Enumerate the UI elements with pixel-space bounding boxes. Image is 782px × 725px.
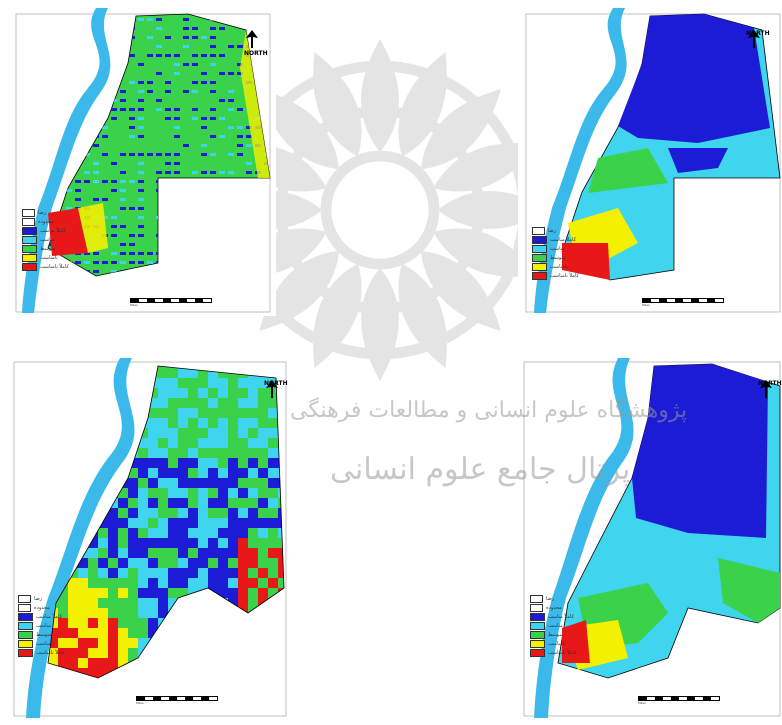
- watermark-petal: [361, 267, 399, 381]
- legend-item-label: متوسط: [36, 631, 52, 638]
- watermark-petal: [313, 52, 362, 157]
- map-legend: رضا محدوده کاملاً مناسب مناسب متوسط نامن…: [18, 594, 65, 657]
- legend-box-icon: [532, 226, 545, 235]
- legend-item-label: مناسب: [40, 236, 55, 243]
- watermark-petal: [433, 143, 538, 192]
- watermark-petal: [361, 39, 399, 153]
- watermark-petal: [259, 89, 340, 170]
- legend-swatch: [18, 648, 33, 657]
- legend-item-label: نامناسب: [550, 263, 568, 270]
- scale-unit: Miles: [130, 303, 138, 307]
- legend-item-label: متوسط: [40, 245, 56, 252]
- river: [22, 8, 111, 313]
- watermark-petal: [398, 263, 447, 368]
- watermark-petal: [420, 250, 501, 331]
- legend-swatch: [532, 253, 547, 262]
- legend-item-label: مناسب: [548, 622, 563, 629]
- legend-swatch: [530, 639, 545, 648]
- watermark-petal: [433, 228, 538, 277]
- north-arrow: NORTH: [758, 380, 782, 398]
- legend-item-label: کاملاً مناسب: [550, 236, 576, 243]
- legend-title: محدوده: [38, 218, 54, 225]
- legend-box-icon: [22, 217, 35, 226]
- map-legend: رضا محدوده کاملاً مناسب مناسب متوسط نامن…: [530, 594, 577, 657]
- legend-item-label: نامناسب: [40, 254, 58, 261]
- map-panel-bottom-right: NORTH رضا محدوده کاملاً مناسب مناسب متوس…: [518, 358, 782, 720]
- watermark-petal: [313, 263, 362, 368]
- scale-bar: Miles: [130, 298, 212, 307]
- legend-swatch: [530, 612, 545, 621]
- legend-item-label: کاملاً نامناسب: [36, 649, 65, 656]
- scale-unit: Miles: [642, 303, 650, 307]
- legend-swatch: [22, 226, 37, 235]
- legend-swatch: [18, 621, 33, 630]
- watermark-text-line-1: پژوهشگاه علوم انسانی و مطالعات فرهنگی: [290, 398, 688, 423]
- legend-box-icon: [22, 208, 35, 217]
- legend-swatch: [22, 244, 37, 253]
- map-panel-top-right: NORTH رضا کاملاً مناسب مناسب متوسط نامنا…: [518, 8, 782, 316]
- watermark-text-line-2: پرتال جامع علوم انسانی: [330, 452, 631, 487]
- legend-swatch: [22, 253, 37, 262]
- legend-title: رضا: [548, 227, 557, 234]
- legend-title: رضا: [34, 595, 43, 602]
- legend-swatch: [532, 244, 547, 253]
- legend-swatch: [18, 612, 33, 621]
- north-arrow: NORTH: [746, 30, 770, 48]
- map-legend: رضا کاملاً مناسب مناسب متوسط نامناسب کام…: [532, 226, 579, 280]
- legend-item-label: کاملاً مناسب: [36, 613, 62, 620]
- legend-swatch: [530, 648, 545, 657]
- north-label: NORTH: [746, 30, 770, 37]
- map-panel-top-left: NORTH رضا محدوده کاملاً مناسب مناسب متوس…: [8, 8, 276, 316]
- north-arrow: NORTH: [264, 380, 288, 398]
- legend-swatch: [22, 262, 37, 271]
- north-arrow: NORTH: [244, 30, 268, 57]
- legend-swatch: [18, 630, 33, 639]
- map-legend: رضا محدوده کاملاً مناسب مناسب متوسط نامن…: [22, 208, 69, 271]
- north-label: NORTH: [264, 380, 288, 387]
- legend-title: محدوده: [546, 604, 562, 611]
- legend-item-label: کاملاً نامناسب: [550, 272, 579, 279]
- legend-title: رضا: [546, 595, 555, 602]
- legend-swatch: [532, 262, 547, 271]
- legend-item-label: کاملاً مناسب: [548, 613, 574, 620]
- legend-item-label: مناسب: [36, 622, 51, 629]
- legend-item-label: کاملاً مناسب: [40, 227, 66, 234]
- legend-box-icon: [18, 603, 31, 612]
- legend-item-label: نامناسب: [548, 640, 566, 647]
- north-label: NORTH: [758, 380, 782, 387]
- watermark-petal: [259, 250, 340, 331]
- map-panel-bottom-left: NORTH رضا محدوده کاملاً مناسب مناسب متوس…: [8, 358, 290, 720]
- legend-swatch: [18, 639, 33, 648]
- legend-box-icon: [18, 594, 31, 603]
- scale-unit: Miles: [638, 701, 646, 705]
- legend-swatch: [22, 235, 37, 244]
- legend-swatch: [530, 621, 545, 630]
- scale-unit: Miles: [136, 701, 144, 705]
- legend-box-icon: [530, 594, 543, 603]
- legend-swatch: [530, 630, 545, 639]
- legend-title: محدوده: [34, 604, 50, 611]
- legend-item-label: نامناسب: [36, 640, 54, 647]
- legend-swatch: [532, 271, 547, 280]
- north-label: NORTH: [244, 50, 268, 57]
- legend-item-label: مناسب: [550, 245, 565, 252]
- scale-bar: Miles: [638, 696, 720, 705]
- legend-item-label: کاملاً نامناسب: [548, 649, 577, 656]
- watermark-petal: [420, 89, 501, 170]
- legend-box-icon: [530, 603, 543, 612]
- legend-item-label: متوسط: [548, 631, 564, 638]
- legend-item-label: کاملاً نامناسب: [40, 263, 69, 270]
- watermark-petal: [398, 52, 447, 157]
- legend-item-label: متوسط: [550, 254, 566, 261]
- scale-bar: Miles: [136, 696, 218, 705]
- scale-bar: Miles: [642, 298, 724, 307]
- legend-title: رضا: [38, 209, 47, 216]
- legend-swatch: [532, 235, 547, 244]
